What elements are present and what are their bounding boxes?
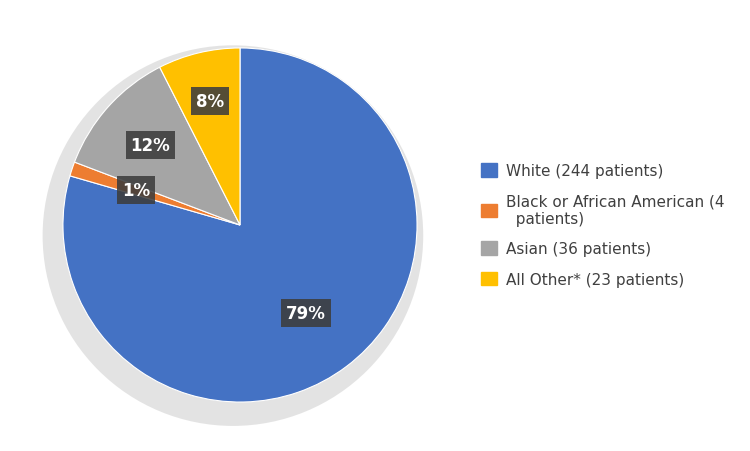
Text: 1%: 1% bbox=[122, 182, 150, 200]
Wedge shape bbox=[63, 49, 417, 402]
Ellipse shape bbox=[43, 46, 423, 426]
Text: 12%: 12% bbox=[130, 136, 170, 154]
Text: 8%: 8% bbox=[196, 93, 224, 111]
Text: 79%: 79% bbox=[286, 304, 326, 322]
Wedge shape bbox=[74, 68, 240, 226]
Legend: White (244 patients), Black or African American (4
  patients), Asian (36 patien: White (244 patients), Black or African A… bbox=[482, 164, 724, 287]
Wedge shape bbox=[70, 163, 240, 226]
Wedge shape bbox=[160, 49, 240, 226]
